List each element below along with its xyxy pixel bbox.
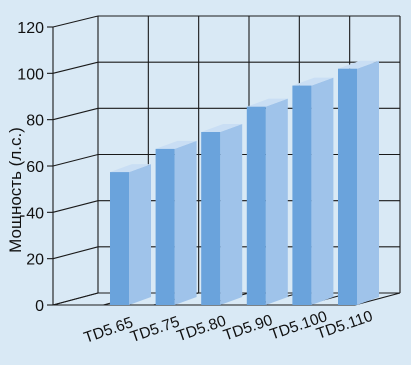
wall-diagonal-6 — [52, 15, 99, 28]
wall-diagonal-0 — [52, 292, 99, 306]
bar-5 — [338, 68, 357, 305]
y-tick-label-3: 60 — [26, 159, 44, 176]
y-tick-label-1: 20 — [26, 252, 44, 269]
y-tick-label-0: 0 — [35, 298, 44, 315]
bar-1 — [155, 148, 175, 305]
bars — [110, 60, 379, 305]
y-axis-label: Мощность (л.с.) — [6, 127, 25, 253]
bar-top-3 — [246, 98, 288, 107]
y-tick-label-2: 40 — [26, 205, 44, 222]
bar-top-4 — [292, 77, 334, 86]
wall-diagonal-2 — [52, 200, 99, 213]
bar-side-4 — [311, 77, 334, 305]
wall-diagonal-1 — [52, 246, 99, 260]
bar-side-0 — [129, 164, 151, 305]
bar-side-5 — [357, 60, 379, 305]
bar-side-3 — [265, 98, 288, 305]
wall-diagonal-3 — [52, 153, 99, 167]
y-tick-label-4: 80 — [26, 113, 44, 130]
wall-diagonal-5 — [52, 61, 99, 74]
bar-4 — [292, 85, 312, 305]
x-tick-label-1: TD5.75 — [128, 313, 182, 346]
bar-top-1 — [155, 140, 197, 149]
bar-top-0 — [110, 164, 151, 173]
wall-diagonal-4 — [52, 107, 99, 121]
y-tick-label-5: 100 — [17, 66, 44, 83]
y-tick-label-6: 120 — [17, 20, 44, 37]
bar-2 — [201, 132, 221, 305]
y-tick-labels: 0 20 40 60 80 100 120 — [17, 20, 44, 315]
bar-side-2 — [220, 124, 243, 305]
bar-top-2 — [201, 124, 243, 133]
bar-side-1 — [174, 140, 197, 305]
bar-3 — [246, 106, 266, 305]
bar-top-5 — [338, 60, 379, 69]
x-tick-label-0: TD5.65 — [82, 314, 136, 347]
left-wall-grid — [47, 15, 99, 306]
bar-0 — [110, 172, 129, 305]
